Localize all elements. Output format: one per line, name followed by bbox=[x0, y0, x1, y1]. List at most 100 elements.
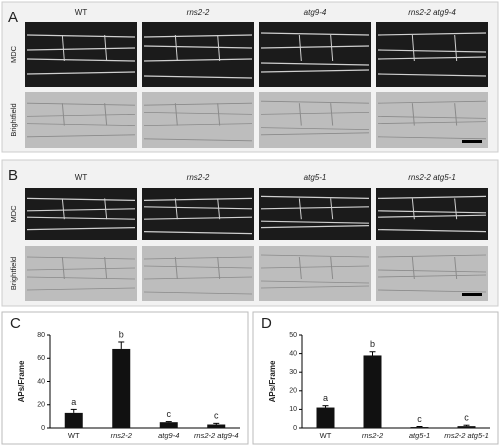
cell-wall bbox=[104, 256, 108, 280]
x-tick-label: atg9-4 bbox=[158, 431, 179, 440]
column-header: WT bbox=[75, 173, 88, 182]
cell-wall bbox=[26, 134, 136, 138]
x-tick-label: rns2-2 bbox=[111, 431, 133, 440]
cell-wall bbox=[260, 100, 370, 104]
cell-wall bbox=[377, 195, 487, 199]
cell-wall bbox=[298, 34, 302, 62]
panel-label: B bbox=[8, 167, 18, 184]
cell-wall bbox=[143, 231, 253, 235]
row-label: Brightfield bbox=[9, 257, 18, 290]
row-label: MDC bbox=[9, 45, 18, 63]
column-header: rns2-2 atg5-1 bbox=[408, 173, 456, 182]
significance-letter: b bbox=[370, 339, 375, 349]
y-tick-label: 60 bbox=[37, 355, 45, 362]
cell-wall bbox=[26, 267, 136, 271]
row-label: MDC bbox=[9, 205, 18, 223]
micrograph bbox=[25, 22, 137, 87]
cell-wall bbox=[143, 138, 253, 142]
micrograph bbox=[25, 92, 137, 148]
cell-wall bbox=[61, 198, 65, 220]
cell-wall bbox=[454, 198, 458, 220]
cell-wall bbox=[26, 114, 136, 117]
cell-wall bbox=[104, 198, 108, 220]
bar bbox=[207, 424, 226, 428]
cell-wall bbox=[143, 34, 253, 38]
cell-wall bbox=[260, 132, 370, 136]
bar bbox=[64, 412, 83, 428]
cell-wall bbox=[217, 256, 221, 280]
column-header: atg9-4 bbox=[304, 8, 327, 17]
cell-wall bbox=[260, 280, 370, 284]
panel-label: D bbox=[261, 315, 272, 332]
micrograph bbox=[376, 92, 488, 148]
significance-letter: c bbox=[167, 409, 172, 419]
micrograph bbox=[259, 246, 371, 301]
bar bbox=[410, 427, 429, 428]
cell-wall bbox=[377, 269, 487, 273]
cell-wall bbox=[26, 58, 136, 62]
cell-wall bbox=[26, 102, 136, 106]
cell-wall bbox=[298, 103, 302, 126]
cell-wall bbox=[26, 216, 136, 220]
micrograph bbox=[376, 188, 488, 240]
cell-wall bbox=[260, 265, 370, 269]
cell-wall bbox=[260, 112, 370, 115]
cell-wall bbox=[298, 198, 302, 220]
cell-wall bbox=[104, 34, 108, 62]
micrograph bbox=[25, 188, 137, 240]
cell-wall bbox=[174, 256, 178, 280]
cell-wall bbox=[377, 100, 487, 104]
cell-wall bbox=[411, 34, 415, 62]
cell-wall bbox=[260, 127, 370, 130]
row-label: Brightfield bbox=[9, 103, 18, 136]
cell-wall bbox=[143, 197, 253, 201]
bar bbox=[457, 426, 476, 428]
y-tick-label: 40 bbox=[37, 378, 45, 385]
cell-wall bbox=[174, 198, 178, 220]
cell-wall bbox=[26, 227, 136, 231]
y-tick-label: 50 bbox=[289, 332, 297, 339]
cell-wall bbox=[411, 256, 415, 280]
cell-wall bbox=[377, 214, 487, 218]
y-tick-label: 10 bbox=[289, 406, 297, 413]
cell-wall bbox=[377, 274, 487, 278]
cell-wall bbox=[26, 208, 136, 212]
cell-wall bbox=[61, 103, 65, 126]
cell-wall bbox=[143, 123, 253, 126]
y-tick-label: 20 bbox=[37, 402, 45, 409]
significance-letter: b bbox=[119, 329, 124, 339]
cell-wall bbox=[330, 198, 334, 220]
cell-wall bbox=[143, 58, 253, 62]
cell-wall bbox=[377, 49, 487, 53]
cell-wall bbox=[143, 276, 253, 280]
cell-wall bbox=[298, 256, 302, 280]
cell-wall bbox=[377, 73, 487, 77]
scale-bar bbox=[462, 293, 482, 296]
micrograph bbox=[142, 246, 254, 301]
micrograph bbox=[259, 188, 371, 240]
cell-wall bbox=[377, 136, 487, 140]
y-tick-label: 0 bbox=[41, 425, 45, 432]
column-header: rns2-2 bbox=[187, 173, 210, 182]
micrograph bbox=[376, 22, 488, 87]
column-header: atg5-1 bbox=[304, 173, 327, 182]
cell-wall bbox=[143, 75, 253, 79]
column-header: rns2-2 bbox=[187, 8, 210, 17]
cell-wall bbox=[217, 198, 221, 220]
scale-bar bbox=[462, 140, 482, 143]
bar bbox=[363, 355, 382, 428]
y-tick-label: 40 bbox=[289, 350, 297, 357]
cell-wall bbox=[174, 34, 178, 62]
cell-wall bbox=[454, 34, 458, 62]
cell-wall bbox=[143, 256, 253, 260]
cell-wall bbox=[260, 206, 370, 210]
micrograph bbox=[259, 22, 371, 87]
bar bbox=[112, 348, 131, 428]
panel-label: A bbox=[8, 9, 18, 26]
cell-wall bbox=[26, 276, 136, 280]
cell-wall bbox=[260, 285, 370, 289]
cell-wall bbox=[217, 103, 221, 126]
cell-wall bbox=[260, 254, 370, 258]
x-tick-label: WT bbox=[68, 431, 80, 440]
cell-wall bbox=[260, 69, 370, 73]
